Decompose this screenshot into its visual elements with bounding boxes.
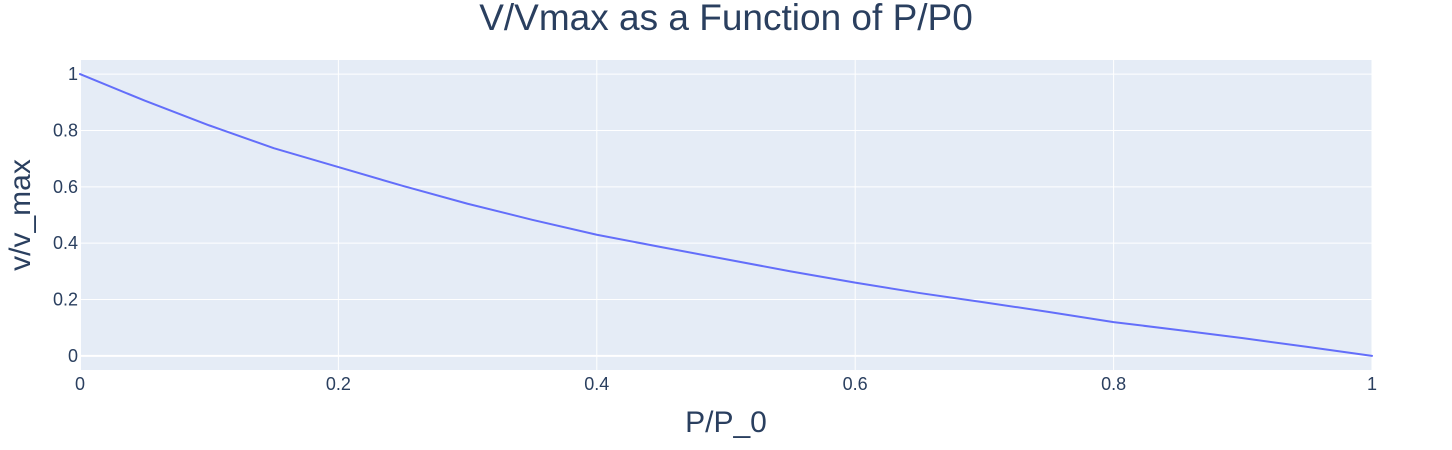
plot-area [80, 60, 1372, 370]
y-tick-labels: 0 0.2 0.4 0.6 0.8 1 [53, 64, 78, 366]
x-tick-labels: 0 0.2 0.4 0.6 0.8 1 [75, 374, 1377, 394]
x-axis-title: P/P_0 [685, 406, 767, 439]
y-tick-label: 0.6 [53, 177, 78, 197]
series-line [79, 73, 1373, 357]
x-grid [79, 60, 1373, 370]
y-grid [80, 73, 1372, 357]
y-tick-label: 0.2 [53, 290, 78, 310]
y-tick-label: 1 [68, 64, 78, 84]
x-tick-label: 0.4 [584, 374, 609, 394]
x-tick-label: 0.6 [843, 374, 868, 394]
x-tick-label: 0.2 [326, 374, 351, 394]
y-tick-label: 0 [68, 346, 78, 366]
x-tick-label: 0.8 [1101, 374, 1126, 394]
y-tick-label: 0.4 [53, 233, 78, 253]
series-layer [79, 73, 1373, 357]
y-axis-title: v/v_max [4, 159, 37, 271]
x-tick-label: 1 [1367, 374, 1377, 394]
x-tick-label: 0 [75, 374, 85, 394]
chart-title: V/Vmax as a Function of P/P0 [479, 0, 973, 38]
y-tick-label: 0.8 [53, 120, 78, 140]
